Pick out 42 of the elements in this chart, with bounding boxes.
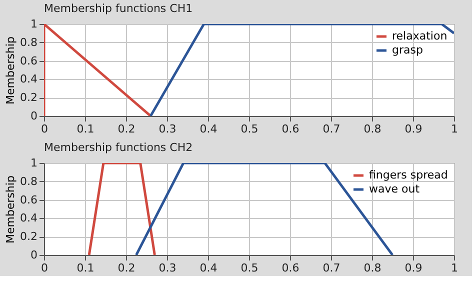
x-tick-label: 0.3	[158, 122, 176, 136]
y-tick-label: 0.8	[20, 174, 38, 188]
y-tick-label: 0.2	[20, 91, 38, 104]
x-tick-label: 0.8	[364, 262, 382, 274]
legend-label: grasp	[392, 44, 423, 56]
y-tick-label: 0	[30, 248, 38, 262]
legend-label: wave out	[369, 182, 420, 196]
x-tick-label: 0.6	[282, 262, 300, 274]
y-tick-label: 0.2	[20, 230, 38, 244]
y-tick-label: 0.6	[20, 54, 38, 68]
x-tick-label: 0.7	[322, 122, 340, 136]
y-tick-label: 0.4	[20, 72, 38, 86]
y-tick-label: 0.8	[20, 36, 38, 49]
x-tick-label: 0	[41, 262, 48, 274]
chart-title: Membership functions CH2	[44, 141, 193, 154]
x-tick-label: 0.8	[364, 122, 382, 136]
x-tick-label: 0.5	[240, 122, 258, 136]
y-tick-label: 0.6	[20, 193, 38, 206]
y-tick-label: 1	[30, 156, 38, 170]
x-tick-label: 1	[451, 262, 458, 274]
y-tick-label: 0	[30, 110, 38, 122]
x-tick-label: 0.9	[404, 262, 422, 274]
x-tick-label: 0.1	[76, 122, 94, 136]
x-tick-label: 0.4	[200, 262, 218, 274]
x-tick-label: 0.7	[322, 262, 340, 274]
y-tick-label: 0.4	[20, 212, 38, 225]
x-tick-label: 0.1	[76, 262, 94, 274]
x-tick-label: 0.6	[282, 122, 300, 136]
y-tick-label: 1	[30, 18, 38, 30]
x-tick-label: 0.3	[158, 262, 176, 274]
x-tick-label: 0.4	[200, 122, 218, 136]
y-axis-title: Membership	[4, 175, 18, 244]
x-tick-label: 0.5	[240, 262, 258, 274]
chart-title: Membership functions CH1	[44, 2, 193, 15]
legend-label: relaxation	[392, 30, 448, 42]
x-tick-label: 0.2	[118, 262, 136, 274]
x-tick-label: 1	[451, 122, 458, 136]
x-tick-label: 0	[41, 122, 48, 136]
x-tick-label: 0.2	[118, 122, 136, 136]
x-tick-label: 0.9	[404, 122, 422, 136]
y-axis-title: Membership	[4, 36, 18, 104]
legend-label: fingers spread	[369, 168, 448, 182]
